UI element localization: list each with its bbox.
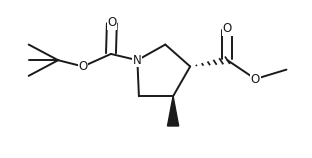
Text: O: O — [107, 16, 116, 29]
Text: O: O — [251, 73, 260, 85]
Text: N: N — [133, 54, 142, 67]
Polygon shape — [168, 96, 179, 126]
Text: O: O — [78, 60, 88, 73]
Text: O: O — [223, 22, 232, 35]
